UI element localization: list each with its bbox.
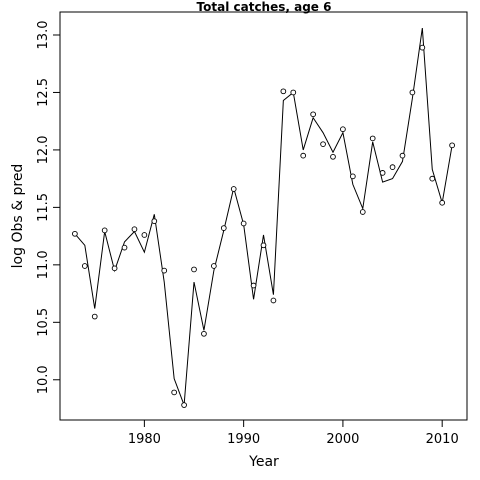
- observed-point: [429, 175, 436, 182]
- observed-point: [419, 44, 426, 51]
- observed-point: [340, 126, 346, 133]
- observed-point: [260, 242, 267, 249]
- observed-point: [151, 218, 158, 225]
- observed-point: [141, 232, 148, 238]
- y-tick-label: 10.0: [36, 365, 51, 394]
- observed-point: [369, 135, 376, 142]
- y-axis: 10.0 10.5 11.0 11.5 12.0 12.5 13.0: [36, 21, 60, 394]
- chart-title: Total catches, age 6: [197, 0, 332, 14]
- y-tick-label: 12.5: [36, 78, 51, 107]
- y-tick-label: 12.0: [36, 135, 51, 164]
- observed-point: [379, 170, 386, 176]
- observed-point: [399, 152, 406, 159]
- observed-point: [72, 230, 78, 237]
- observed-point: [449, 142, 455, 149]
- observed-point: [349, 173, 356, 180]
- observed-point: [101, 227, 108, 234]
- observed-point: [280, 88, 287, 95]
- predicted-line: [74, 28, 453, 406]
- observed-point: [330, 153, 336, 160]
- y-axis-label: log Obs & pred: [10, 164, 26, 269]
- observed-point: [270, 297, 277, 304]
- y-tick-label: 11.5: [36, 193, 51, 222]
- observed-point: [409, 89, 416, 96]
- observed-point: [439, 199, 446, 206]
- observed-point: [201, 330, 207, 337]
- x-tick-label: 1980: [128, 432, 161, 447]
- observed-point: [220, 225, 227, 231]
- x-axis: 1980 1990 2000 2010: [128, 420, 459, 447]
- observed-point: [171, 389, 178, 396]
- observed-point: [131, 226, 138, 233]
- observed-point: [320, 141, 326, 148]
- observed-point: [81, 263, 88, 269]
- observed-points: [72, 44, 455, 408]
- x-tick-label: 2000: [326, 432, 359, 447]
- observed-point: [111, 265, 118, 272]
- observed-point: [211, 263, 217, 269]
- observed-point: [191, 266, 197, 273]
- y-tick-label: 11.0: [36, 250, 51, 279]
- observed-point: [181, 402, 187, 408]
- plot-frame: [59, 11, 468, 421]
- observed-point: [300, 152, 307, 159]
- observed-point: [161, 267, 168, 274]
- observed-point: [121, 244, 128, 251]
- observed-point: [389, 164, 396, 171]
- y-tick-label: 10.5: [36, 308, 51, 337]
- observed-point: [240, 220, 247, 227]
- x-tick-label: 2010: [426, 432, 459, 447]
- y-tick-label: 13.0: [36, 21, 51, 50]
- observed-point: [230, 186, 237, 192]
- observed-point: [310, 111, 316, 118]
- x-axis-label: Year: [248, 454, 279, 470]
- x-tick-label: 1990: [227, 432, 260, 447]
- observed-point: [91, 313, 98, 320]
- observed-point: [359, 209, 366, 215]
- observed-point: [250, 282, 257, 289]
- observed-point: [290, 89, 297, 96]
